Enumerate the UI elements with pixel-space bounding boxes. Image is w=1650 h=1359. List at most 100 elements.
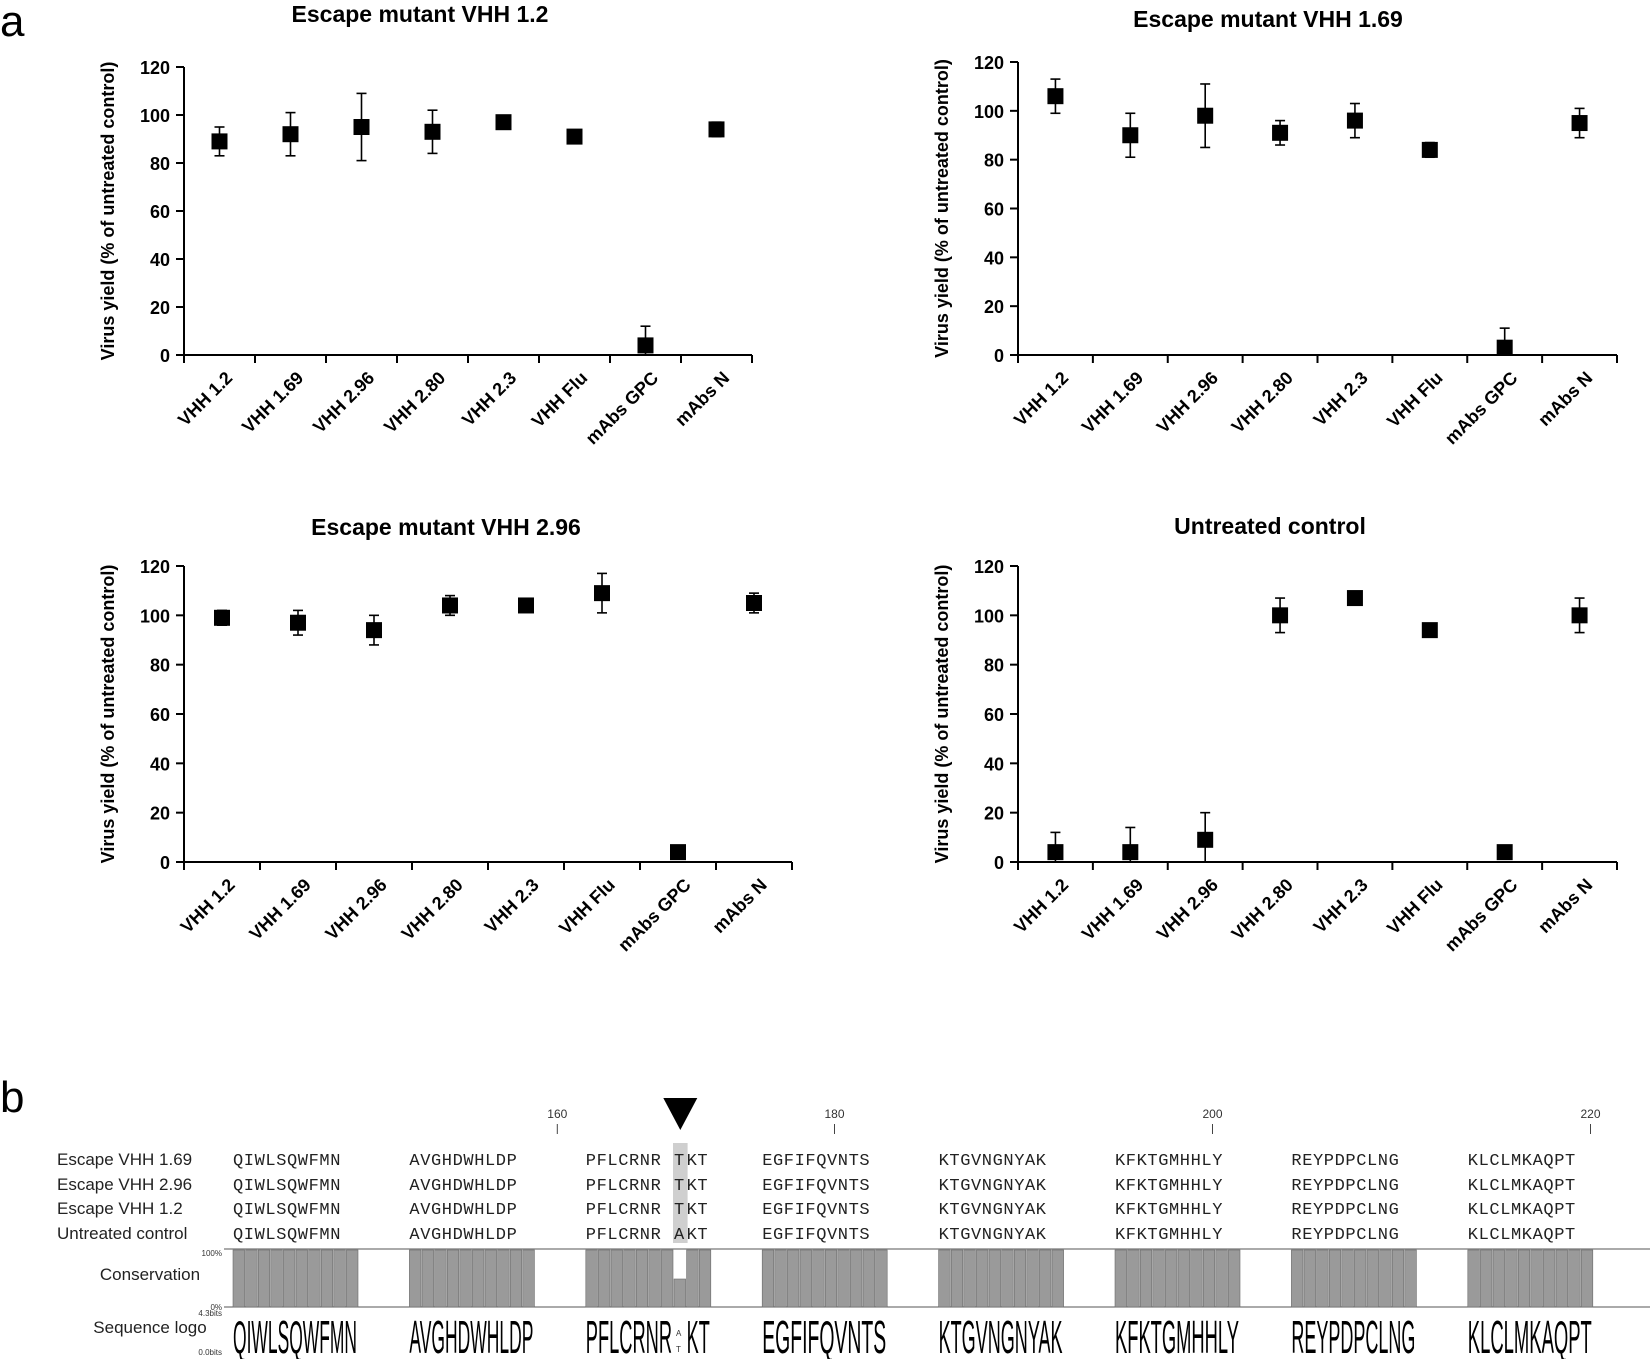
sequence-block: AVGHDWHLDP xyxy=(409,1201,517,1220)
sequence-block: T xyxy=(674,1152,685,1171)
conservation-bar xyxy=(333,1249,346,1308)
chart-title: Escape mutant VHH 1.2 xyxy=(292,1,549,27)
logo-small-letter: T xyxy=(676,1345,681,1354)
conservation-bar xyxy=(1228,1249,1241,1308)
data-point xyxy=(1421,141,1438,159)
marker-square xyxy=(366,622,382,639)
sequence-block: QIWLSQWFMN xyxy=(233,1226,341,1245)
conservation-bar xyxy=(1165,1249,1178,1308)
conservation-bar xyxy=(1202,1249,1216,1308)
y-tick-label: 40 xyxy=(984,248,1004,268)
y-tick-label: 60 xyxy=(984,705,1004,725)
conservation-bar xyxy=(1001,1249,1014,1308)
chart-2: Escape mutant VHH 1.69 0 20 40 60 80 100 120 Vir… xyxy=(932,6,1618,448)
y-tick-label: 80 xyxy=(984,656,1004,676)
sequence-name: Untreated control xyxy=(57,1224,187,1243)
x-tick-label: VHH 2.96 xyxy=(1153,875,1222,944)
x-tick-label: mAbs N xyxy=(1534,875,1596,937)
conservation-bar xyxy=(257,1249,271,1308)
conservation-bar xyxy=(1505,1249,1518,1308)
data-point xyxy=(1272,597,1289,634)
sequence-block: PFLCRNR xyxy=(586,1226,662,1245)
conservation-bar xyxy=(598,1249,611,1308)
conservation-bar xyxy=(1316,1249,1329,1308)
x-tick-label: VHH 1.2 xyxy=(1010,368,1072,430)
marker-square xyxy=(1272,607,1289,624)
sequence-block: KFKTGMHHLY xyxy=(1115,1201,1223,1220)
logo-max: 4.3bits xyxy=(198,1309,222,1318)
marker-square xyxy=(1421,622,1438,639)
data-point xyxy=(1496,844,1513,861)
conservation-bar xyxy=(963,1249,976,1308)
conservation-bar xyxy=(585,1249,598,1308)
y-tick-label: 120 xyxy=(140,58,170,78)
sequence-block: KTGVNGNYAK xyxy=(939,1177,1047,1196)
x-tick-label: VHH 2.3 xyxy=(1310,368,1372,430)
sequence-block: KT xyxy=(687,1226,709,1245)
conservation-bar xyxy=(673,1278,686,1308)
conservation-bar xyxy=(686,1249,699,1308)
logo-block: AVGHDWHLDP xyxy=(409,1311,533,1359)
x-tick-label: VHH 2.3 xyxy=(481,875,543,937)
chart-1: Escape mutant VHH 1.2 0 20 40 60 80 100 120 Viru… xyxy=(98,1,753,449)
x-tick-label: mAbs GPC xyxy=(582,368,663,449)
conservation-min: 0% xyxy=(210,1303,222,1312)
conservation-bar xyxy=(421,1249,434,1308)
conservation-bar xyxy=(522,1249,535,1308)
x-tick-label: VHH 1.2 xyxy=(1010,875,1072,937)
sequence-block: REYPDPCLNG xyxy=(1291,1152,1399,1171)
data-point xyxy=(1571,597,1588,634)
conservation-bar xyxy=(1026,1249,1039,1308)
data-point xyxy=(746,592,762,614)
x-tick-label: VHH 2.96 xyxy=(1153,368,1222,437)
marker-square xyxy=(1272,124,1289,141)
chart-title: Untreated control xyxy=(1174,513,1366,539)
sequence-block: EGFIFQVNTS xyxy=(762,1177,870,1196)
conservation-bar xyxy=(1152,1249,1165,1308)
x-tick-label: VHH Flu xyxy=(1383,875,1447,939)
sequence-block: T xyxy=(674,1177,685,1196)
sequence-name: Escape VHH 1.69 xyxy=(57,1150,192,1169)
y-tick-label: 80 xyxy=(150,154,170,174)
x-tick-label: mAbs GPC xyxy=(1441,875,1522,956)
conservation-bar xyxy=(1379,1249,1392,1308)
logo-block: KFKTGMHHLY xyxy=(1115,1311,1239,1359)
data-point xyxy=(1047,831,1064,863)
alignment-row: Untreated control QIWLSQWFMN AVGHDWHLDP PFL… xyxy=(57,1224,1575,1245)
conservation-bar xyxy=(295,1249,308,1308)
marker-square xyxy=(518,597,534,614)
data-point xyxy=(366,614,382,646)
conservation-bar xyxy=(446,1249,460,1308)
sequence-block: AVGHDWHLDP xyxy=(409,1177,517,1196)
charts-group: Escape mutant VHH 1.2 0 20 40 60 80 100 120 Viru… xyxy=(98,1,1618,956)
conservation-bar xyxy=(1391,1249,1405,1308)
conservation-bar xyxy=(1555,1249,1568,1308)
y-tick-label: 60 xyxy=(150,202,170,222)
conservation-bar xyxy=(434,1249,447,1308)
sequence-block: PFLCRNR xyxy=(586,1177,662,1196)
logo-min: 0.0bits xyxy=(198,1348,222,1357)
marker-square xyxy=(1346,112,1363,129)
y-tick-label: 100 xyxy=(974,606,1004,626)
x-tick-label: VHH 1.69 xyxy=(245,875,314,944)
x-tick-label: VHH 2.80 xyxy=(397,875,466,944)
data-point xyxy=(1197,83,1214,149)
x-tick-label: VHH 2.96 xyxy=(321,875,390,944)
sequence-block: EGFIFQVNTS xyxy=(762,1226,870,1245)
sequence-block: EGFIFQVNTS xyxy=(762,1201,870,1220)
data-point xyxy=(1272,119,1289,146)
chart-title: Escape mutant VHH 2.96 xyxy=(311,514,581,540)
y-tick-label: 100 xyxy=(974,102,1004,122)
data-point xyxy=(214,609,230,627)
panel-b-label: b xyxy=(0,1073,24,1122)
sequence-block: REYPDPCLNG xyxy=(1291,1201,1399,1220)
marker-square xyxy=(495,114,512,131)
conservation-bar xyxy=(1467,1249,1480,1308)
sequence-block: QIWLSQWFMN xyxy=(233,1152,341,1171)
sequence-block: KLCLMKAQPT xyxy=(1468,1152,1576,1171)
y-tick-label: 20 xyxy=(984,297,1004,317)
conservation-bar xyxy=(698,1249,712,1308)
x-tick-label: VHH Flu xyxy=(555,875,619,939)
conservation-bar xyxy=(976,1249,989,1308)
data-point xyxy=(1122,826,1139,863)
